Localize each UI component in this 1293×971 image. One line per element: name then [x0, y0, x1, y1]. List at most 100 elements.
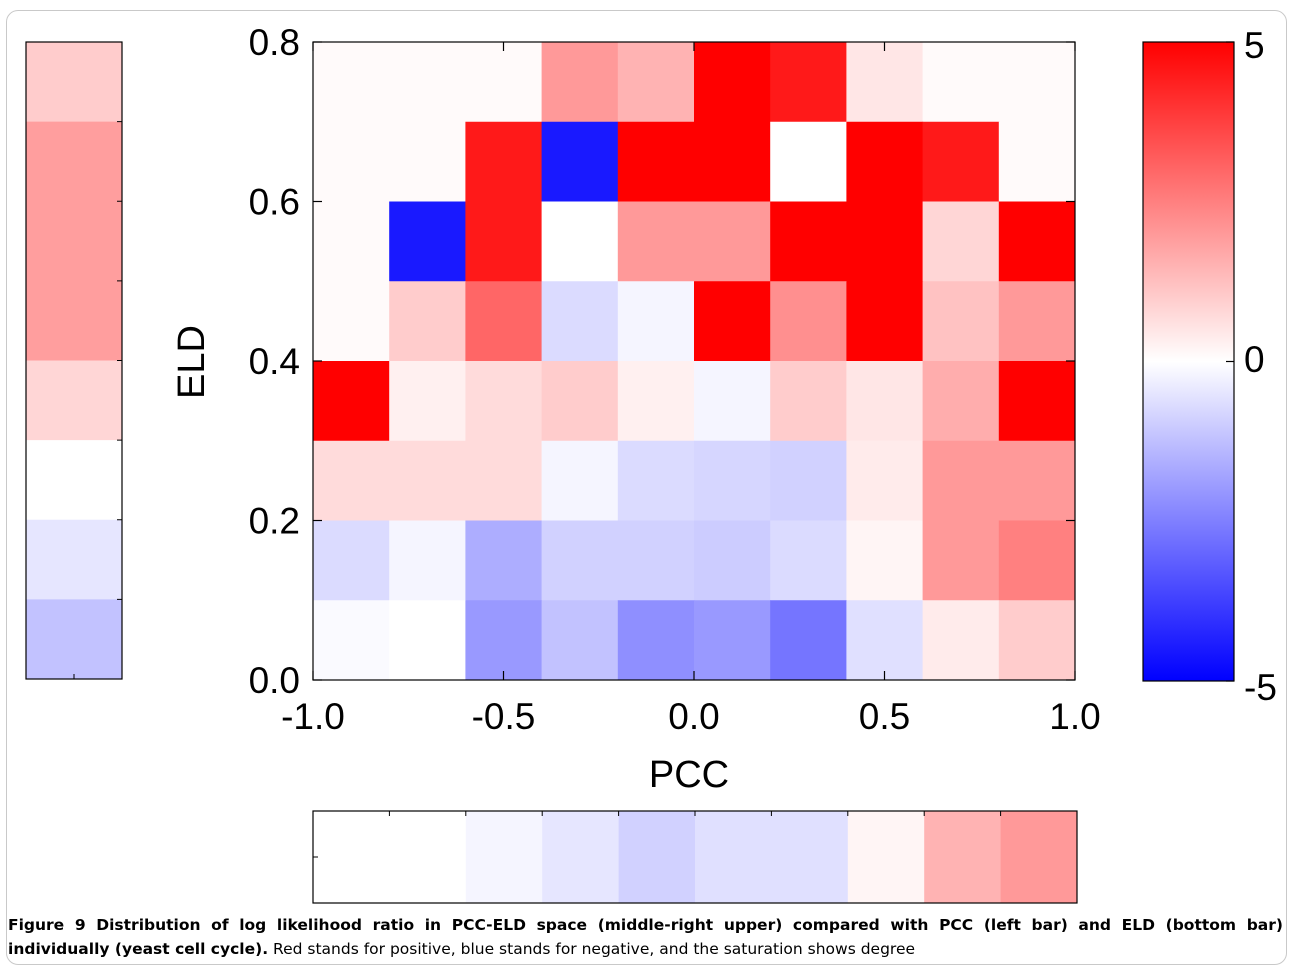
- y-axis: 0.0 0.2 0.4 0.6 0.8: [249, 22, 1075, 701]
- heatmap-cell: [846, 440, 924, 521]
- heatmap-cell: [770, 440, 847, 521]
- heatmap-cell: [846, 520, 924, 601]
- y-axis-label: ELD: [171, 325, 213, 399]
- heatmap-cell: [998, 201, 1076, 282]
- heatmap-cell: [541, 121, 619, 202]
- figure-frame: [6, 10, 1287, 965]
- heatmap-cell: [998, 361, 1076, 442]
- heatmap-cell: [389, 121, 466, 202]
- heatmap-cell: [465, 281, 543, 362]
- heatmap-cell: [617, 361, 695, 442]
- heatmap-cell: [313, 201, 390, 282]
- heatmap-cell: [922, 520, 1000, 601]
- heatmap-cell: [465, 42, 543, 123]
- heatmap-cell: [541, 520, 619, 601]
- y-tick-label: 0.2: [249, 501, 300, 542]
- heatmap-cell: [846, 201, 924, 282]
- heatmap-cell: [389, 440, 466, 521]
- heatmap-cell: [617, 42, 695, 123]
- heatmap-cell: [998, 121, 1076, 202]
- heatmap-cell: [313, 440, 390, 521]
- x-tick-label: -0.5: [472, 696, 536, 737]
- heatmap-cell: [694, 121, 771, 202]
- heatmap-cell: [922, 201, 1000, 282]
- heatmap-cell: [617, 600, 695, 681]
- heatmap-cell: [998, 281, 1076, 362]
- heatmap-cell: [465, 600, 543, 681]
- heatmap-cell: [922, 600, 1000, 681]
- eld-bar-cell: [1000, 811, 1078, 903]
- eld-bar: [312, 810, 1078, 904]
- heatmap-cell: [998, 42, 1076, 123]
- heatmap-cell: [694, 440, 771, 521]
- heatmap-cell: [998, 600, 1076, 681]
- heatmap-cell: [465, 520, 543, 601]
- heatmap-cell: [770, 281, 847, 362]
- heatmap-cell: [617, 121, 695, 202]
- pcc-bar-cell: [26, 121, 122, 202]
- x-axis-label: PCC: [649, 754, 729, 796]
- y-tick-label: 0.8: [249, 22, 300, 63]
- heatmap-cell: [313, 121, 390, 202]
- pcc-bar: [25, 41, 123, 680]
- heatmap-cell: [389, 361, 466, 442]
- heatmap-cell: [694, 42, 771, 123]
- heatmap-cell: [694, 281, 771, 362]
- pcc-bar-cell: [26, 599, 122, 680]
- heatmap-cell: [389, 42, 466, 123]
- heatmap-cell: [541, 42, 619, 123]
- colorbar: 5 0 -5: [1142, 25, 1277, 708]
- heatmap-cell: [694, 201, 771, 282]
- y-tick-label: 0.0: [249, 660, 300, 701]
- eld-bar-cell: [847, 811, 925, 903]
- colorbar-tick-label: -5: [1244, 667, 1277, 708]
- heatmap-cell: [770, 121, 847, 202]
- heatmap-cell: [998, 520, 1076, 601]
- caption-text: Red stands for positive, blue stands for…: [273, 940, 916, 958]
- heatmap-cell: [313, 361, 390, 442]
- heatmap-cell: [846, 600, 924, 681]
- figure-canvas: -1.0 -0.5 0.0 0.5 1.0 0.0 0.2 0.4 0.6 0.8 PCC EL…: [25, 22, 1277, 904]
- heatmap-cell: [313, 600, 390, 681]
- heatmap-cell: [922, 281, 1000, 362]
- colorbar-tick-label: 0: [1244, 339, 1265, 380]
- y-tick-label: 0.6: [249, 182, 300, 223]
- heatmap-cell: [465, 121, 543, 202]
- eld-bar-cell: [924, 811, 1002, 903]
- x-tick-label: 1.0: [1049, 696, 1100, 737]
- heatmap-cell: [313, 520, 390, 601]
- x-tick-label: 0.5: [859, 696, 910, 737]
- colorbar-tick-label: 5: [1244, 25, 1265, 66]
- heatmap-cell: [617, 281, 695, 362]
- y-tick-label: 0.4: [249, 341, 300, 382]
- heatmap-cell: [389, 520, 466, 601]
- heatmap-cell: [846, 361, 924, 442]
- pcc-bar-cell: [26, 440, 122, 521]
- eld-bar-cell: [542, 811, 620, 903]
- heatmap-cell: [922, 121, 1000, 202]
- heatmap-cell: [846, 121, 924, 202]
- x-tick-label: 0.0: [668, 696, 719, 737]
- eld-bar-cell: [771, 811, 849, 903]
- heatmap-cell: [998, 440, 1076, 521]
- heatmap-cell: [770, 201, 847, 282]
- main-heatmap: [312, 41, 1076, 681]
- heatmap-cell: [541, 201, 619, 282]
- heatmap-cell: [541, 361, 619, 442]
- pcc-bar-cell: [26, 280, 122, 361]
- heatmap-cell: [541, 600, 619, 681]
- heatmap-cell: [922, 440, 1000, 521]
- pcc-bar-cell: [26, 519, 122, 600]
- heatmap-cell: [617, 201, 695, 282]
- heatmap-cell: [541, 281, 619, 362]
- heatmap-cell: [846, 42, 924, 123]
- pcc-bar-cell: [26, 201, 122, 282]
- heatmap-cell: [389, 281, 466, 362]
- colorbar-gradient: [1142, 41, 1235, 682]
- heatmap-cell: [617, 440, 695, 521]
- heatmap-cell: [313, 281, 390, 362]
- heatmap-cell: [313, 42, 390, 123]
- caption-bold: Figure 9 Distribution of log likelihood …: [8, 916, 1283, 958]
- heatmap-cell: [770, 361, 847, 442]
- eld-bar-cell: [389, 811, 467, 903]
